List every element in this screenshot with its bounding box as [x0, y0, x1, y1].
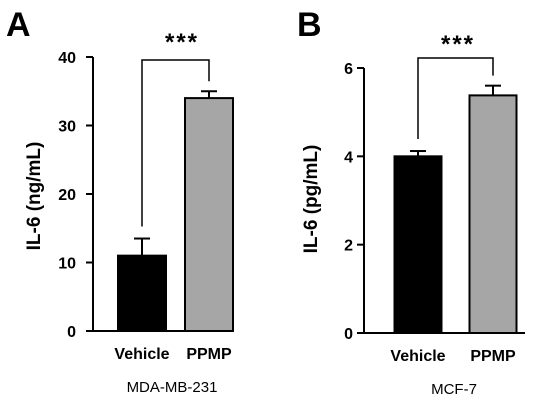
panel-b-y-axis-title: IL-6 (pg/mL) — [301, 145, 322, 254]
panel-b-significance-bracket — [417, 57, 494, 140]
panel-a-y-tick-label: 10 — [58, 256, 76, 273]
panel-a-y-tick-label: 0 — [67, 324, 76, 341]
panel-b-category-label: PPMP — [470, 348, 516, 365]
panel-b-y-tick-label: 2 — [344, 238, 353, 255]
panel-b-bar-ppmp — [468, 94, 518, 334]
panel-b-category-label: Vehicle — [390, 348, 445, 365]
panel-b: B IL-6 (pg/mL) MCF-7 *** 0 2 4 6 Vehicle PPMP — [297, 6, 525, 398]
panel-a-significance-label: *** — [165, 29, 199, 56]
panel-a-category-label: PPMP — [186, 346, 232, 363]
panel-a-bar-ppmp — [184, 97, 234, 332]
panel-a-bar-vehicle — [117, 254, 167, 332]
panel-a-cell-line-label: MDA-MB-231 — [127, 379, 218, 396]
panel-letter-b: B — [297, 6, 322, 44]
panel-a-significance-bracket — [141, 59, 210, 227]
panel-b-bar-vehicle — [393, 155, 443, 334]
panel-a-y-tick-label: 40 — [58, 50, 76, 67]
panel-a-y-axis-title: IL-6 (ng/mL) — [24, 142, 45, 251]
panel-a-y-tick-label: 30 — [58, 119, 76, 136]
panel-a: A IL-6 (ng/mL) MDA-MB-231 *** 0 10 20 30 40 V… — [6, 6, 234, 396]
panel-b-cell-line-label: MCF-7 — [431, 381, 477, 398]
panel-b-y-tick-label: 4 — [344, 149, 353, 166]
panel-letter-a: A — [6, 6, 31, 44]
panel-b-y-tick-label: 0 — [344, 326, 353, 343]
panel-b-y-tick-label: 6 — [344, 61, 353, 78]
panel-a-category-label: Vehicle — [114, 346, 169, 363]
panel-a-y-tick-label: 20 — [58, 187, 76, 204]
panel-b-significance-label: *** — [441, 31, 475, 58]
